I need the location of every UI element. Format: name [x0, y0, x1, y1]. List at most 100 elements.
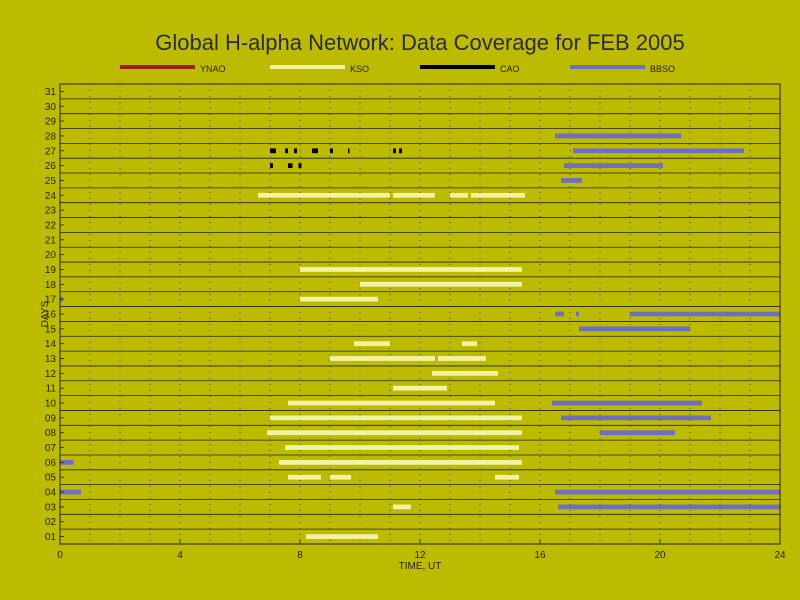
y-tick-label: 29 — [45, 117, 57, 128]
bar-kso-day-10 — [288, 400, 495, 406]
axis-ticks: 0102030405060708091011121314151617181920… — [45, 87, 786, 561]
y-tick-label: 09 — [45, 413, 57, 424]
y-tick-label: 24 — [45, 191, 57, 202]
y-tick-label: 28 — [45, 131, 57, 142]
y-tick-label: 25 — [45, 176, 57, 187]
y-tick-label: 31 — [45, 87, 57, 98]
legend-label-ynao: YNAO — [200, 64, 226, 74]
y-tick-label: 19 — [45, 265, 57, 276]
bar-cao-day-26 — [288, 163, 293, 168]
y-tick-label: 04 — [45, 488, 57, 499]
bar-cao-day-27 — [285, 148, 288, 154]
y-tick-label: 11 — [46, 384, 57, 395]
y-tick-label: 23 — [45, 206, 57, 217]
y-tick-label: 01 — [45, 532, 57, 543]
y-tick-label: 05 — [45, 473, 57, 484]
legend: YNAO KSO CAO BBSO — [120, 64, 675, 74]
bar-bbso-day-16 — [630, 311, 780, 317]
legend-label-cao: CAO — [500, 64, 520, 74]
bar-bbso-day-28 — [555, 133, 681, 139]
bar-kso-day-14 — [354, 341, 390, 347]
y-tick-label: 06 — [45, 458, 57, 469]
bar-kso-day-8 — [267, 430, 522, 436]
x-tick-label: 8 — [297, 550, 303, 561]
y-axis-label: DAYS — [40, 300, 51, 327]
bar-bbso-day-26 — [564, 163, 663, 168]
bar-kso-day-24 — [495, 192, 525, 198]
bar-bbso-day-4 — [60, 489, 81, 495]
bar-kso-day-1 — [306, 534, 378, 539]
bar-bbso-day-16 — [555, 311, 564, 317]
y-tick-label: 10 — [45, 399, 57, 410]
bar-bbso-day-8 — [600, 430, 675, 436]
bar-bbso-day-4 — [555, 489, 780, 495]
y-tick-label: 16 — [45, 310, 57, 321]
bar-kso-day-24 — [393, 192, 435, 198]
y-tick-label: 14 — [45, 339, 57, 350]
x-tick-label: 4 — [177, 550, 183, 561]
legend-label-kso: KSO — [350, 64, 369, 74]
bar-kso-day-24 — [258, 192, 390, 198]
y-tick-label: 26 — [45, 161, 57, 172]
bar-cao-day-27 — [270, 148, 276, 154]
bar-kso-day-5 — [330, 474, 351, 480]
bar-cao-day-26 — [270, 163, 273, 168]
y-tick-label: 07 — [45, 443, 57, 454]
bar-bbso-day-9 — [561, 415, 711, 421]
y-tick-label: 15 — [45, 324, 57, 335]
bar-kso-day-13 — [438, 356, 486, 361]
bar-kso-day-7 — [285, 445, 519, 450]
bar-kso-day-14 — [462, 341, 477, 347]
bar-bbso-day-25 — [561, 178, 582, 183]
x-tick-label: 12 — [414, 550, 426, 561]
bar-kso-day-11 — [393, 385, 447, 391]
legend-label-bbso: BBSO — [650, 64, 675, 74]
chart-title: Global H-alpha Network: Data Coverage fo… — [155, 30, 684, 55]
grid — [60, 83, 780, 545]
y-tick-label: 02 — [45, 517, 57, 528]
bar-kso-day-17 — [300, 296, 378, 302]
x-tick-label: 20 — [654, 550, 666, 561]
x-tick-label: 24 — [774, 550, 786, 561]
bar-kso-day-6 — [279, 460, 522, 465]
bar-kso-day-18 — [360, 281, 522, 287]
y-tick-label: 30 — [45, 102, 57, 113]
y-tick-label: 13 — [45, 354, 57, 365]
bar-kso-day-24 — [450, 192, 468, 198]
y-tick-label: 12 — [45, 369, 57, 380]
y-tick-label: 22 — [45, 220, 57, 231]
y-tick-label: 20 — [45, 250, 57, 261]
bar-cao-day-27 — [312, 148, 318, 154]
bar-bbso-day-16 — [576, 311, 579, 317]
y-tick-label: 03 — [45, 502, 57, 513]
x-axis-label: TIME, UT — [399, 561, 442, 572]
bar-kso-day-12 — [432, 370, 498, 376]
bar-cao-day-27 — [294, 148, 297, 154]
bar-bbso-day-10 — [552, 400, 702, 406]
y-tick-label: 18 — [45, 280, 57, 291]
y-tick-label: 21 — [45, 235, 57, 246]
bar-cao-day-27 — [330, 148, 333, 154]
coverage-bars — [60, 133, 780, 539]
bar-cao-day-26 — [298, 163, 302, 168]
bar-bbso-day-27 — [573, 148, 744, 154]
bar-kso-day-13 — [330, 356, 435, 361]
bar-kso-day-19 — [300, 267, 522, 272]
bar-kso-day-24 — [471, 192, 495, 198]
bar-bbso-day-3 — [558, 504, 780, 510]
x-tick-label: 16 — [534, 550, 546, 561]
bar-bbso-day-15 — [579, 326, 690, 332]
y-tick-label: 27 — [45, 146, 57, 157]
x-tick-label: 0 — [57, 550, 63, 561]
bar-cao-day-27 — [348, 148, 350, 154]
y-tick-label: 17 — [45, 295, 57, 306]
bar-bbso-day-6 — [60, 460, 74, 465]
y-tick-label: 08 — [45, 428, 57, 439]
bar-kso-day-9 — [270, 415, 522, 421]
bar-kso-day-5 — [288, 474, 321, 480]
bar-cao-day-27 — [393, 148, 396, 154]
bar-kso-day-5 — [495, 474, 519, 480]
bar-cao-day-27 — [399, 148, 402, 154]
bar-kso-day-3 — [393, 504, 411, 510]
